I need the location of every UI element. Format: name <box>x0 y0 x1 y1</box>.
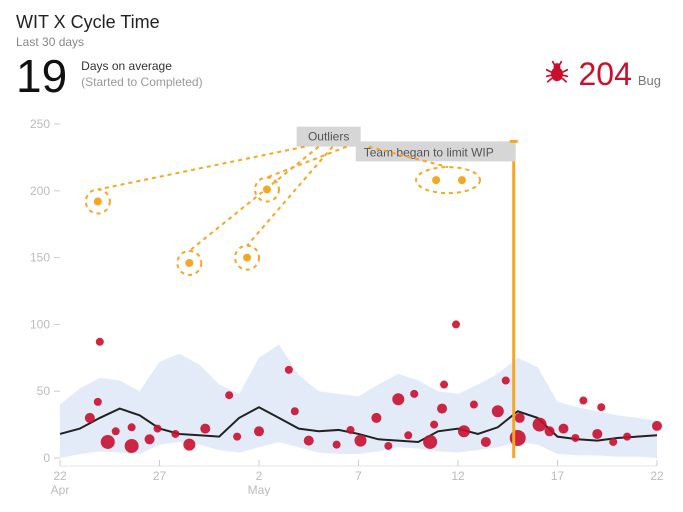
svg-text:0: 0 <box>43 451 50 465</box>
cycle-time-card: WIT X Cycle Time Last 30 days 19 Days on… <box>0 0 683 512</box>
bug-summary: 204 Bug <box>544 58 661 90</box>
cycle-time-chart: 0 50 100 150 200 250 Team began to limit WIP Ou… <box>16 118 667 496</box>
avg-days-number: 19 <box>16 53 67 99</box>
bug-icon <box>544 59 570 85</box>
svg-text:22: 22 <box>650 469 664 483</box>
svg-text:12: 12 <box>451 469 465 483</box>
svg-text:Apr: Apr <box>51 483 70 496</box>
svg-text:Outliers: Outliers <box>308 130 349 144</box>
avg-days-label-line1: Days on average <box>81 59 202 75</box>
svg-text:200: 200 <box>30 184 50 198</box>
avg-days-label: Days on average (Started to Completed) <box>81 59 202 90</box>
svg-text:May: May <box>248 483 271 496</box>
svg-text:50: 50 <box>37 384 51 398</box>
card-subtitle: Last 30 days <box>16 35 667 49</box>
svg-text:Team began to limit WIP: Team began to limit WIP <box>364 145 494 159</box>
svg-text:2: 2 <box>256 469 263 483</box>
svg-text:22: 22 <box>53 469 67 483</box>
svg-text:27: 27 <box>153 469 167 483</box>
card-title: WIT X Cycle Time <box>16 12 667 33</box>
svg-text:7: 7 <box>355 469 362 483</box>
bug-count: 204 <box>578 58 631 90</box>
svg-text:150: 150 <box>30 251 50 265</box>
avg-days-label-line2: (Started to Completed) <box>81 75 202 91</box>
bug-label: Bug <box>638 73 661 88</box>
svg-text:100: 100 <box>30 317 50 331</box>
svg-text:250: 250 <box>30 118 50 131</box>
svg-text:17: 17 <box>551 469 565 483</box>
